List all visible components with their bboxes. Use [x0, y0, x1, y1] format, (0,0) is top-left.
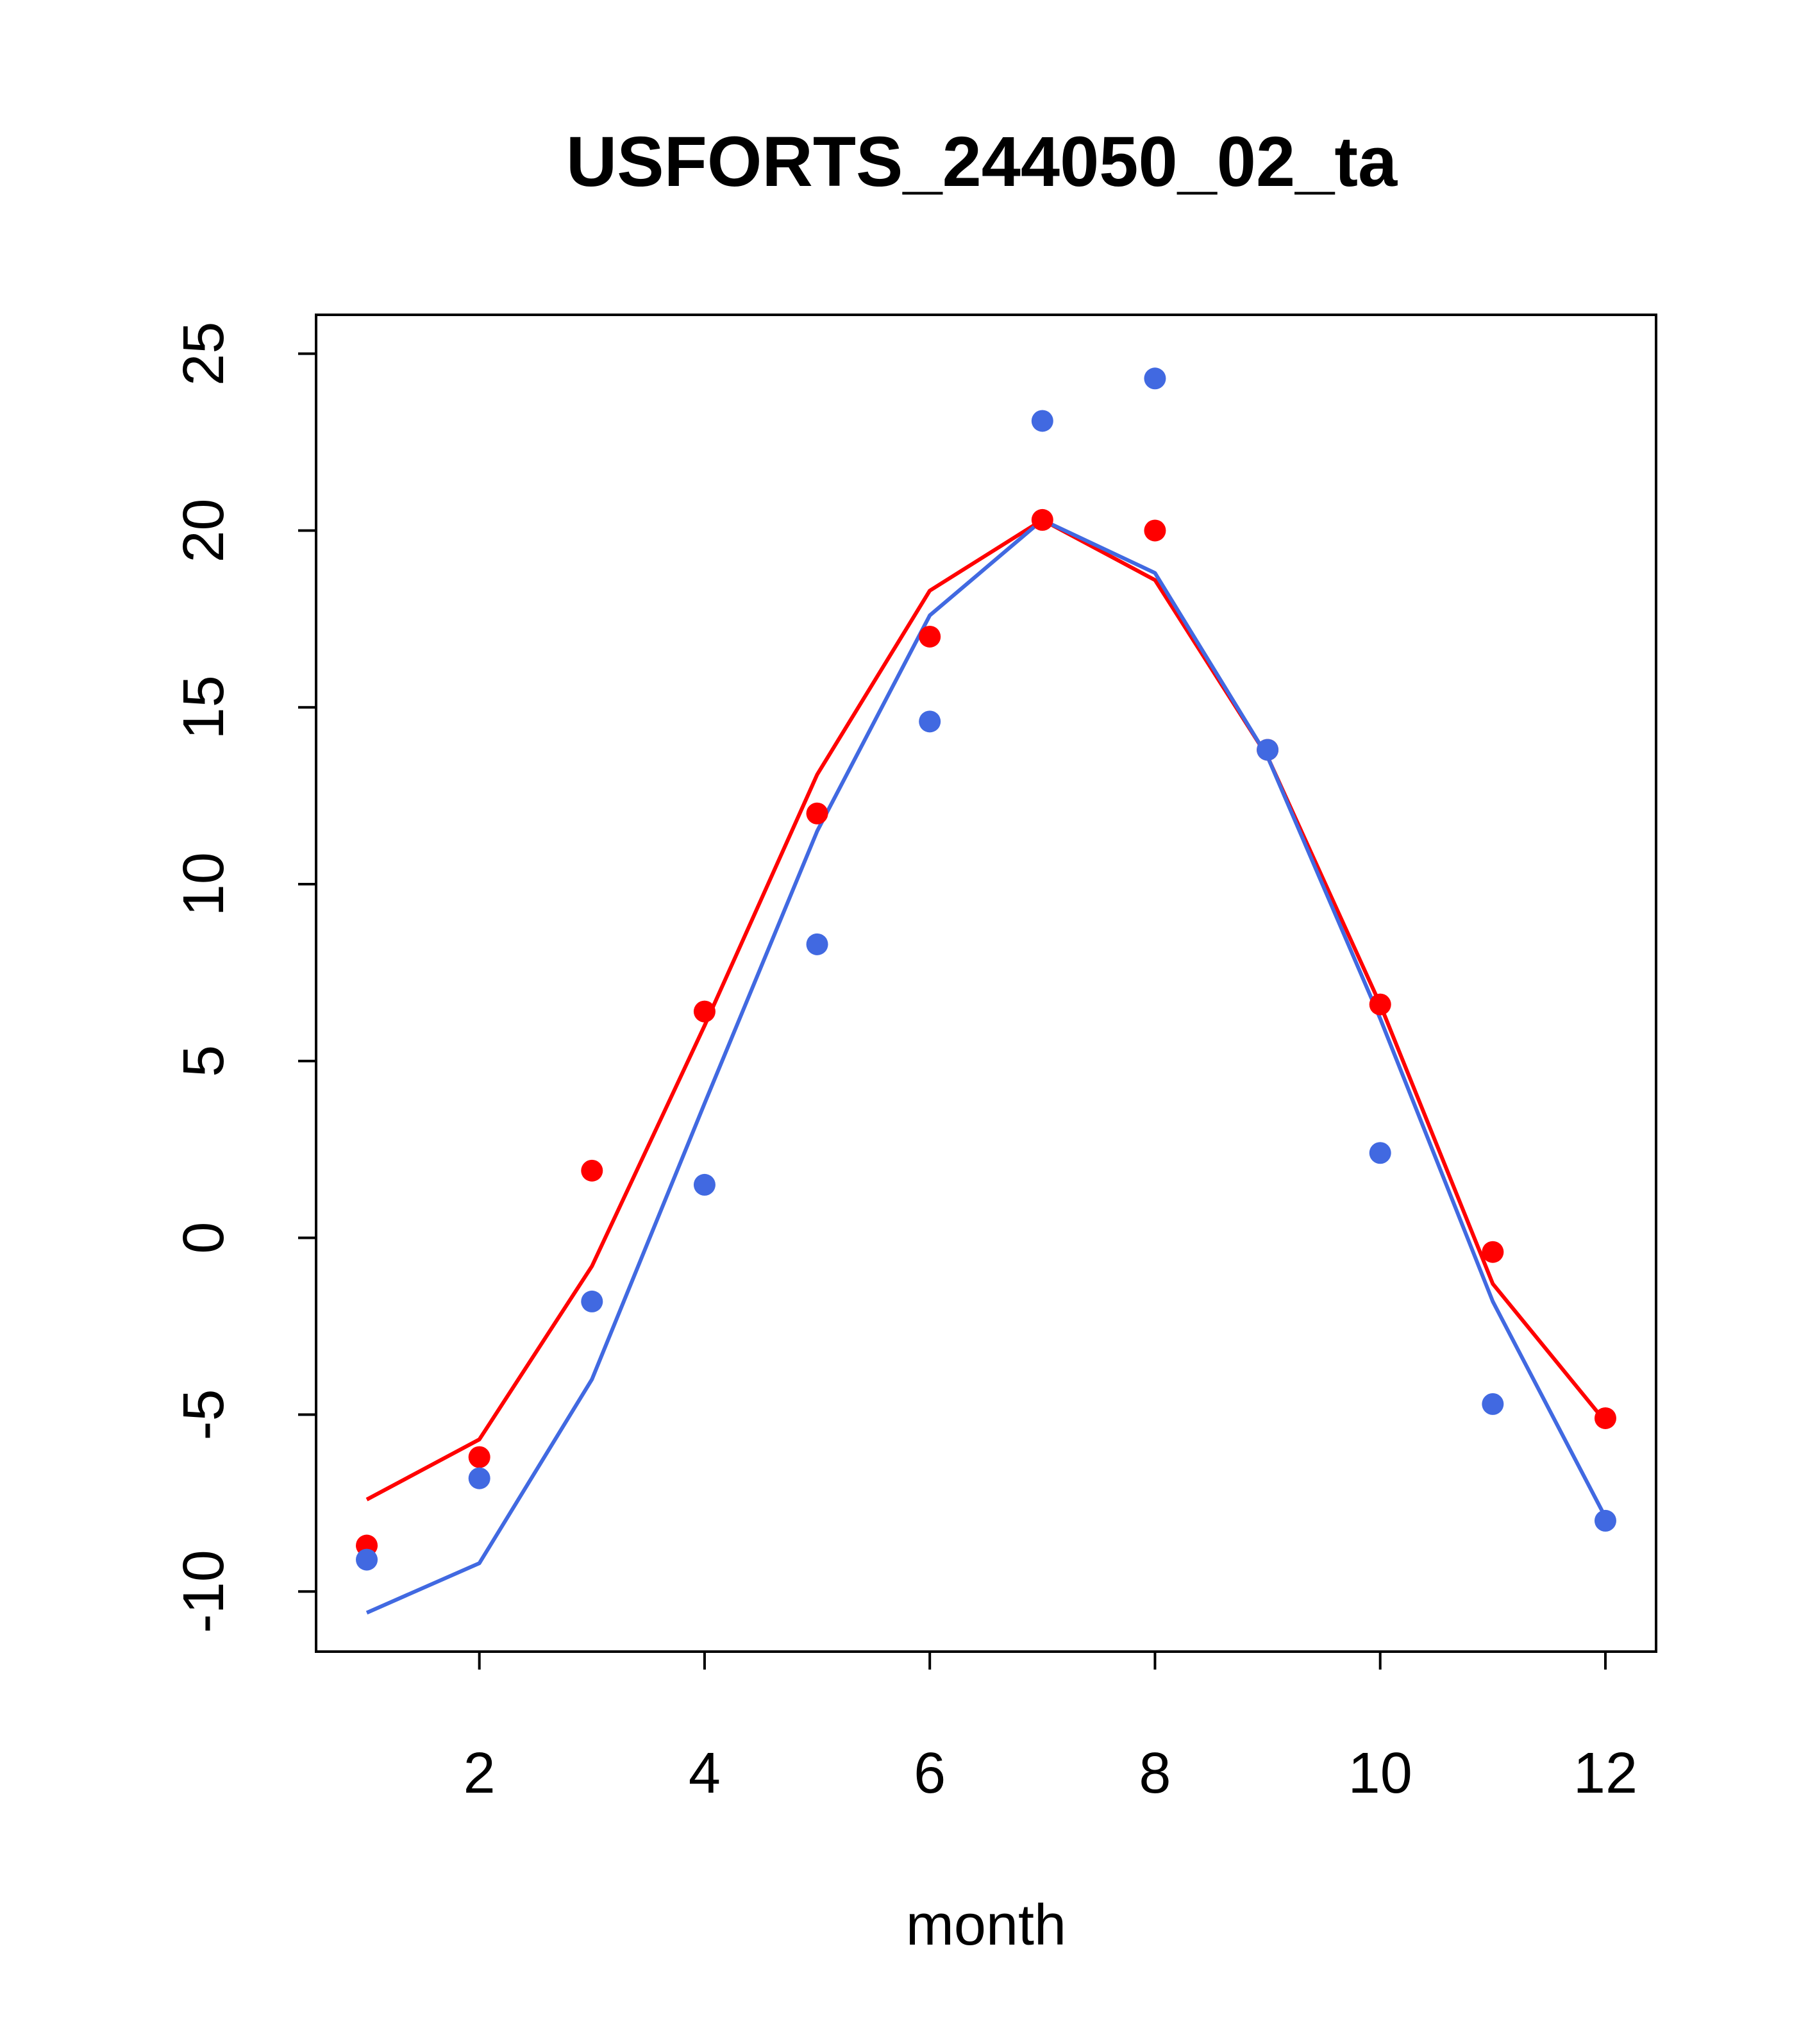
x-axis: 2 4 6 8 10 12 [464, 1650, 1637, 1805]
data-point [468, 1446, 490, 1468]
data-point [1369, 1142, 1391, 1164]
data-point [581, 1290, 603, 1312]
series-2-line [365, 517, 1607, 1615]
data-point [1482, 1241, 1504, 1263]
data-point [806, 802, 828, 825]
y-axis: -10 -5 0 5 10 15 20 25 [172, 322, 317, 1633]
series-3-points [356, 367, 1616, 1571]
chart-title: USFORTS_244050_02_ta [566, 122, 1398, 201]
x-tick-label: 12 [1573, 1741, 1637, 1805]
y-tick-label: -10 [172, 1550, 236, 1633]
data-point [1144, 519, 1166, 542]
x-tick-label: 8 [1139, 1741, 1171, 1805]
y-tick-label: 20 [172, 498, 236, 562]
data-point [693, 1000, 716, 1023]
y-tick-label: 15 [172, 675, 236, 739]
data-point [806, 933, 828, 955]
series-0-line [365, 517, 1607, 1502]
y-tick-label: 0 [172, 1222, 236, 1254]
x-tick-label: 4 [689, 1741, 721, 1805]
data-point [1369, 993, 1391, 1016]
y-tick-label: -5 [172, 1389, 236, 1440]
data-point [468, 1467, 490, 1489]
data-point [1257, 739, 1279, 761]
plot-frame [315, 314, 1657, 1653]
x-axis-label: month [906, 1893, 1066, 1957]
y-tick-label: 25 [172, 322, 236, 386]
data-point [581, 1159, 603, 1182]
data-point [693, 1173, 716, 1196]
data-point [356, 1548, 378, 1571]
data-point [1594, 1407, 1616, 1429]
data-point [1594, 1509, 1616, 1532]
y-tick-label: 5 [172, 1045, 236, 1077]
series-layer [356, 367, 1616, 1615]
data-point [1031, 508, 1053, 531]
data-point [1031, 410, 1053, 432]
x-tick-label: 10 [1348, 1741, 1412, 1805]
data-point [1482, 1393, 1504, 1415]
data-point [919, 625, 941, 648]
data-point [919, 710, 941, 733]
series-1-points [356, 508, 1616, 1557]
data-point [1144, 367, 1166, 390]
x-tick-label: 6 [914, 1741, 946, 1805]
y-tick-label: 10 [172, 852, 236, 916]
x-tick-label: 2 [464, 1741, 496, 1805]
